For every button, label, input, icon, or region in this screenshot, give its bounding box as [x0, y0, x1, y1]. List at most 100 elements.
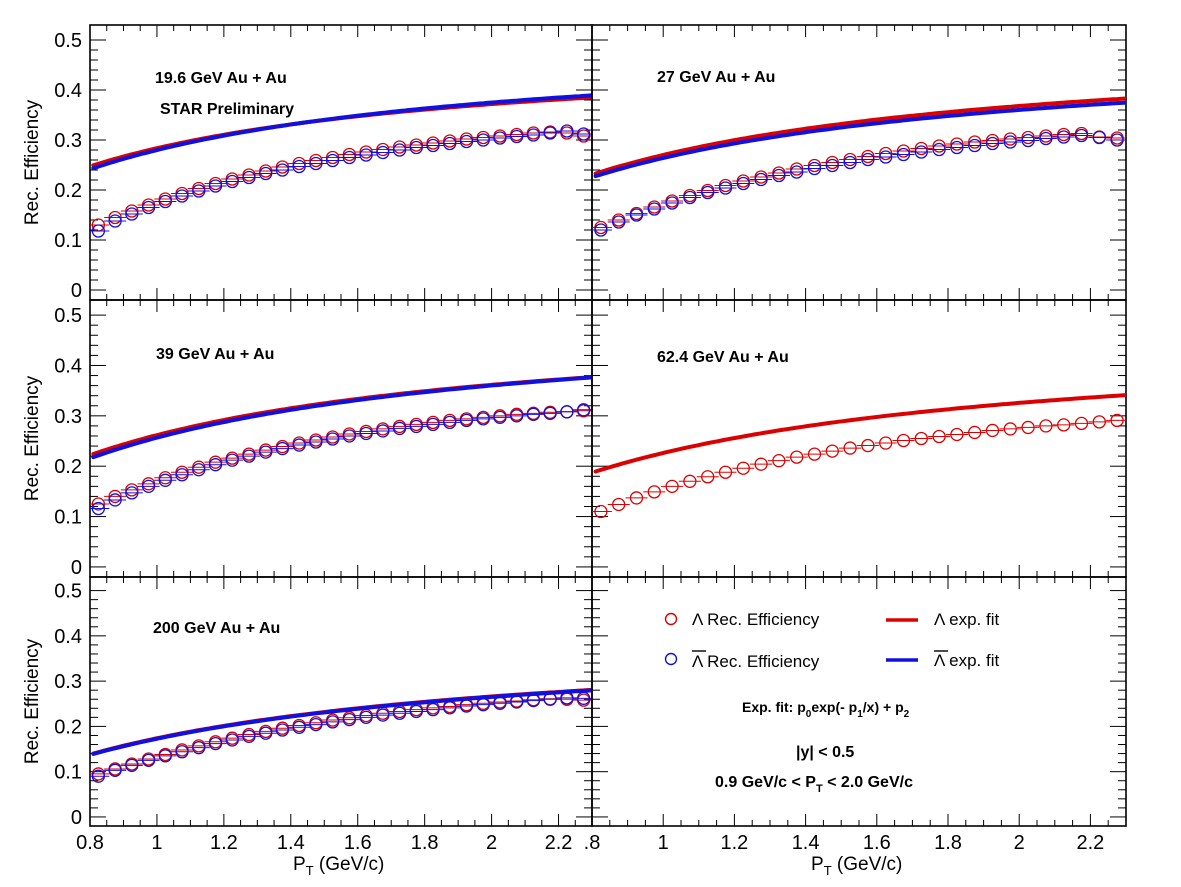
data-point: [309, 156, 323, 171]
data-point: [275, 441, 290, 456]
data-point: [259, 726, 273, 740]
data-point: [879, 436, 893, 450]
data-point: [896, 433, 911, 448]
legend-lambda-marker: [664, 612, 678, 626]
data-point: [665, 479, 679, 493]
data-point: [950, 140, 964, 155]
data-point: [665, 196, 679, 210]
data-point: [576, 403, 591, 417]
data-point: [1003, 132, 1017, 146]
y-tick-label: 0: [71, 807, 82, 829]
data-point: [1110, 413, 1124, 428]
data-point: [459, 413, 474, 428]
data-point: [325, 432, 340, 446]
data-point: [647, 202, 661, 216]
legend-antilambda-fit-label: Λ exp. fit: [934, 651, 999, 670]
data-point: [192, 741, 206, 755]
plot-area: [592, 393, 1126, 519]
y-tick-label: 0.2: [54, 716, 82, 738]
data-point: [932, 139, 946, 153]
data-point: [772, 168, 786, 183]
data-point: [309, 435, 323, 449]
x-axis-label: PT (GeV/c): [293, 854, 384, 878]
data-point: [192, 184, 206, 198]
data-point: [409, 704, 423, 719]
data-point: [259, 445, 273, 459]
panel-sublabel: STAR Preliminary: [160, 101, 294, 118]
data-point: [175, 468, 189, 482]
legend-antilambda-marker: [664, 652, 678, 666]
x-tick-label: 0.8: [76, 832, 104, 854]
data-point: [825, 158, 839, 173]
data-point: [701, 185, 715, 200]
data-point: [125, 207, 139, 221]
fit-formula: Exp. fit: p0exp(- p1/x) + p2: [742, 699, 910, 720]
data-point: [426, 417, 440, 432]
data-point: [309, 717, 323, 732]
panel-label: 19.6 GeV Au + Au: [155, 70, 287, 87]
data-point: [91, 497, 106, 511]
y-tick-label: 0.5: [54, 305, 82, 327]
data-point: [772, 454, 786, 468]
panel-frame: [89, 299, 593, 578]
data-point: [896, 144, 911, 158]
data-point: [612, 497, 626, 512]
data-point: [443, 136, 457, 151]
data-point: [932, 429, 946, 444]
data-point: [896, 147, 911, 162]
data-point: [376, 708, 390, 722]
y-tick-label: 0.5: [54, 581, 82, 603]
x-tick-label: 1: [151, 832, 162, 854]
y-tick-label: 0.4: [54, 355, 82, 377]
fit-curve: [91, 93, 592, 171]
data-point: [843, 152, 857, 167]
data-point: [736, 176, 750, 191]
x-tick-label: 2.2: [545, 832, 573, 854]
data-point: [629, 491, 644, 505]
data-point: [409, 419, 423, 434]
data-point: [192, 463, 206, 477]
data-point: [392, 143, 407, 157]
data-point: [225, 733, 239, 747]
x-tick-label: 1.8: [411, 832, 439, 854]
x-tick-label: 2: [1014, 832, 1025, 854]
data-point: [158, 473, 172, 487]
y-axis-label: Rec. Efficiency: [22, 99, 43, 225]
data-point: [914, 145, 928, 159]
data-point: [125, 204, 139, 218]
data-point: [1057, 130, 1071, 144]
data-point: [108, 493, 122, 507]
data-point: [376, 145, 390, 160]
data-point: [125, 758, 139, 772]
data-point: [914, 141, 928, 156]
x-tick-label: 2.2: [1076, 832, 1104, 854]
data-point: [325, 153, 340, 168]
data-point: [985, 136, 1000, 151]
x-tick-label: 1: [658, 832, 669, 854]
data-point: [91, 769, 106, 783]
data-point: [392, 706, 407, 720]
data-point: [493, 410, 507, 424]
data-point: [1039, 419, 1053, 433]
y-tick-label: 0.5: [54, 30, 82, 52]
legend-lambda-fit-label: Λ exp. fit: [934, 610, 999, 629]
data-point: [683, 474, 697, 488]
y-tick-label: 0.1: [54, 507, 82, 529]
panel-5: 0 0.1 0.2 0.3 0.4 0.5 Rec. Efficiency 0.8 1 1.2 1.…: [22, 576, 593, 878]
panel-6: .8 1 1.2 1.4 1.6 1.8 2 2.2 PT (GeV/c): [584, 576, 1127, 878]
data-point: [914, 431, 928, 446]
data-point: [861, 152, 875, 167]
data-point: [1074, 128, 1089, 143]
x-tick-label: 1.2: [210, 832, 238, 854]
data-point: [543, 406, 557, 420]
data-point: [175, 745, 189, 759]
data-point: [208, 458, 223, 472]
fit-curve: [91, 688, 592, 756]
fit-curve: [593, 96, 1126, 176]
legend: Λ Rec. Efficiency Λ Rec. Efficiency Λ ex…: [664, 610, 999, 795]
x-tick-label: 1.4: [792, 832, 820, 854]
data-point: [807, 447, 822, 461]
data-point: [292, 159, 306, 174]
data-point: [560, 124, 574, 138]
